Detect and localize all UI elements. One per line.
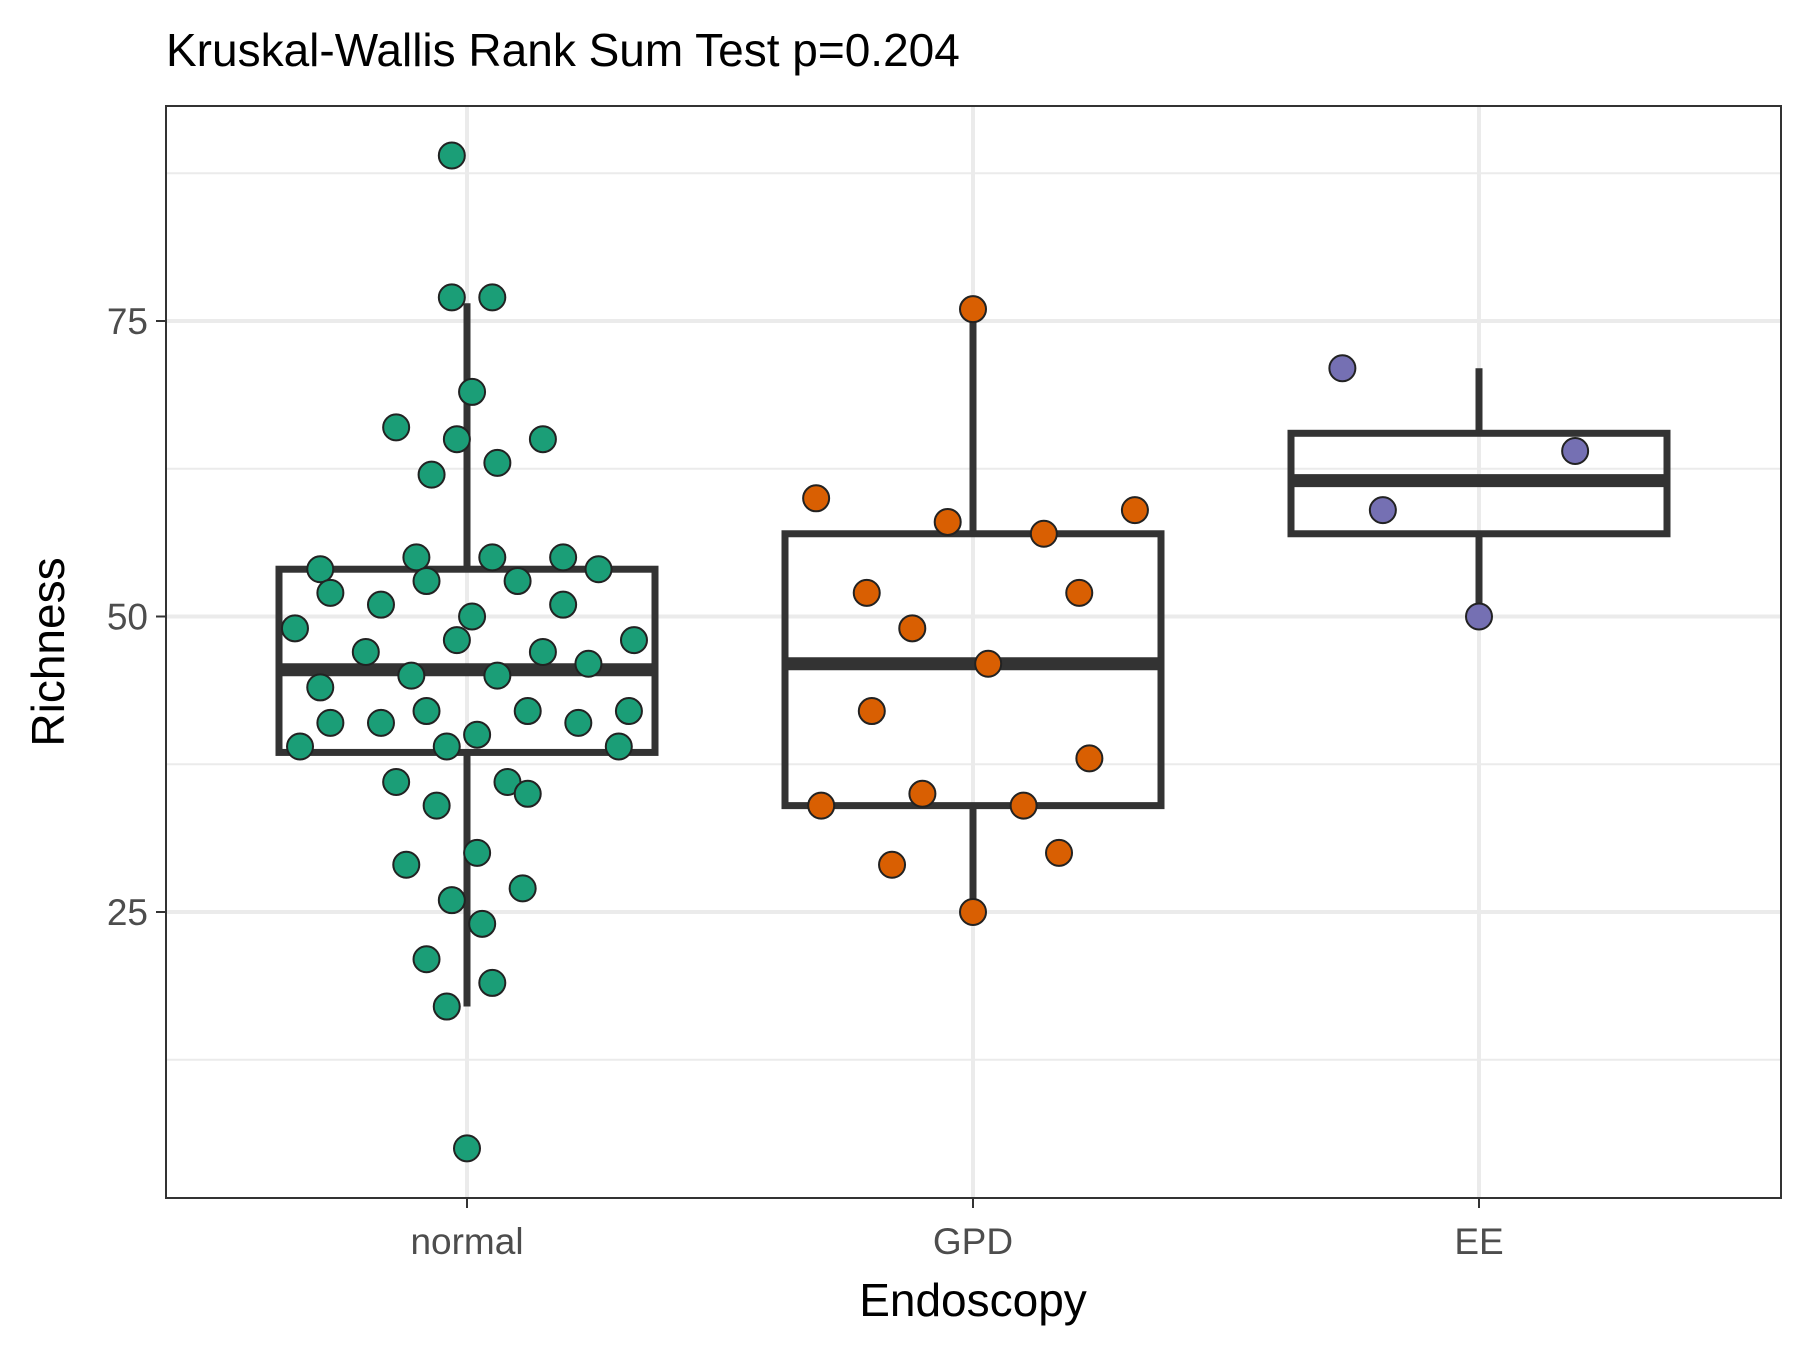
axis-layer: 25 50 75 normal GPD EE bbox=[107, 301, 1504, 1262]
data-point-normal bbox=[316, 708, 345, 737]
data-point-normal bbox=[508, 874, 537, 903]
data-point-normal bbox=[412, 945, 441, 974]
data-point-normal bbox=[478, 968, 507, 997]
data-point-GPD bbox=[1045, 838, 1074, 867]
data-point-normal bbox=[574, 649, 603, 678]
data-point-normal bbox=[584, 555, 613, 584]
box-layer bbox=[275, 303, 1671, 1007]
data-point-normal bbox=[463, 720, 492, 749]
data-point-normal bbox=[463, 838, 492, 867]
data-point-GPD bbox=[1065, 578, 1094, 607]
grid-lines bbox=[166, 106, 1781, 1198]
data-point-normal bbox=[382, 767, 411, 796]
data-point-normal bbox=[437, 283, 466, 312]
data-point-normal bbox=[286, 732, 315, 761]
data-point-GPD bbox=[807, 791, 836, 820]
data-point-normal bbox=[458, 377, 487, 406]
data-point-GPD bbox=[933, 507, 962, 536]
data-point-GPD bbox=[878, 850, 907, 879]
data-point-normal bbox=[483, 661, 512, 690]
data-point-normal bbox=[412, 697, 441, 726]
data-point-GPD bbox=[852, 578, 881, 607]
y-tick-label: 75 bbox=[107, 301, 148, 342]
data-point-normal bbox=[280, 614, 309, 643]
box-normal bbox=[275, 303, 659, 1007]
data-point-normal bbox=[306, 673, 335, 702]
y-tick-label: 50 bbox=[107, 597, 148, 638]
data-point-normal bbox=[483, 448, 512, 477]
data-point-normal bbox=[412, 567, 441, 596]
data-point-normal bbox=[351, 637, 380, 666]
data-point-normal bbox=[316, 578, 345, 607]
data-point-normal bbox=[478, 543, 507, 572]
data-point-normal bbox=[442, 626, 471, 655]
data-point-GPD bbox=[959, 295, 987, 324]
x-tick-label: EE bbox=[1454, 1221, 1503, 1262]
data-point-normal bbox=[417, 460, 446, 489]
data-point-normal bbox=[437, 141, 466, 170]
data-point-normal bbox=[503, 567, 532, 596]
data-point-normal bbox=[437, 886, 466, 915]
data-point-normal bbox=[619, 626, 648, 655]
data-point-normal bbox=[366, 708, 395, 737]
data-point-GPD bbox=[959, 898, 987, 926]
data-point-normal bbox=[528, 425, 557, 454]
data-point-normal bbox=[513, 697, 542, 726]
data-point-normal bbox=[458, 602, 487, 631]
data-point-normal bbox=[513, 779, 542, 808]
data-point-normal bbox=[549, 590, 578, 619]
x-tick-label: normal bbox=[410, 1221, 523, 1262]
data-point-GPD bbox=[802, 484, 831, 513]
y-tick-label: 25 bbox=[107, 892, 148, 933]
data-point-EE bbox=[1561, 437, 1590, 466]
data-point-normal bbox=[432, 992, 461, 1021]
box-iqr bbox=[275, 565, 659, 756]
data-point-normal bbox=[453, 1134, 481, 1163]
data-point-GPD bbox=[908, 779, 937, 808]
data-point-normal bbox=[366, 590, 395, 619]
box-GPD bbox=[781, 309, 1165, 912]
data-point-normal bbox=[397, 661, 426, 690]
x-axis-title: Endoscopy bbox=[859, 1274, 1087, 1326]
data-point-normal bbox=[392, 850, 421, 879]
data-point-normal bbox=[442, 425, 471, 454]
data-point-normal bbox=[478, 283, 507, 312]
data-point-normal bbox=[564, 708, 593, 737]
data-point-normal bbox=[614, 697, 643, 726]
data-point-GPD bbox=[1029, 519, 1058, 548]
data-point-normal bbox=[528, 637, 557, 666]
data-point-normal bbox=[604, 732, 633, 761]
data-point-normal bbox=[422, 791, 451, 820]
data-point-GPD bbox=[1120, 496, 1149, 525]
data-point-GPD bbox=[1075, 744, 1104, 773]
x-tick-label: GPD bbox=[933, 1221, 1013, 1262]
data-point-normal bbox=[382, 413, 411, 442]
y-axis-title: Richness bbox=[22, 557, 74, 746]
data-point-normal bbox=[432, 732, 461, 761]
data-point-normal bbox=[468, 909, 497, 938]
data-point-GPD bbox=[974, 649, 1003, 678]
data-point-GPD bbox=[1009, 791, 1038, 820]
chart-title: Kruskal-Wallis Rank Sum Test p=0.204 bbox=[166, 24, 960, 76]
data-point-EE bbox=[1465, 602, 1493, 631]
data-point-EE bbox=[1368, 496, 1397, 525]
data-point-normal bbox=[549, 543, 578, 572]
data-point-GPD bbox=[857, 697, 886, 726]
data-point-GPD bbox=[898, 614, 927, 643]
data-point-normal bbox=[306, 555, 335, 584]
data-point-EE bbox=[1328, 354, 1357, 383]
point-layer bbox=[280, 141, 1590, 1163]
data-point-normal bbox=[402, 543, 431, 572]
